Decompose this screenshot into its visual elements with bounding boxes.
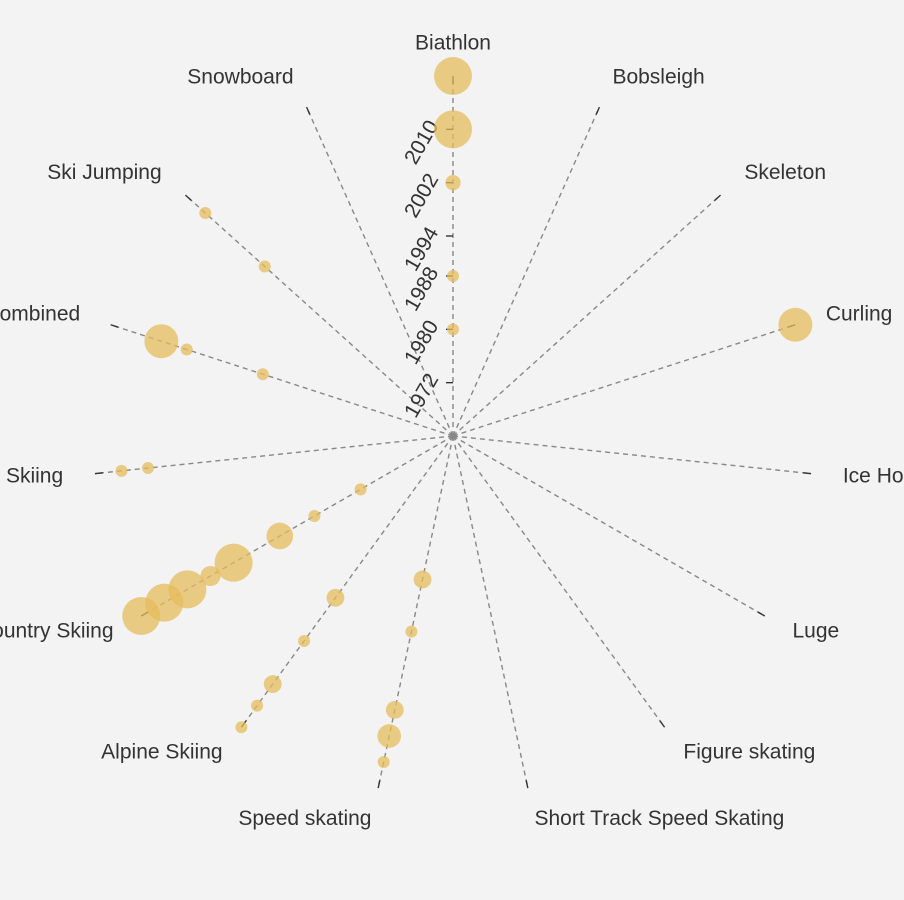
bubble-biathlon-2010 <box>434 110 472 149</box>
bubble-alpine-skiing-1994 <box>326 588 345 607</box>
bubbles-layer <box>115 57 813 769</box>
spoke-snowboard <box>305 106 454 437</box>
bubble-curling-2018 <box>778 307 813 342</box>
spoke-end-luge <box>757 611 766 617</box>
sport-label-freestyle-skiing: Freestyle Skiing <box>0 465 63 488</box>
bubble-speed-skating-2010 <box>377 724 402 748</box>
spoke-end-freestyle-skiing <box>94 472 104 475</box>
bubble-biathlon-2002 <box>445 175 461 191</box>
spoke-end-ice-hockey <box>802 472 812 475</box>
spoke-luge <box>452 435 766 617</box>
spoke-skeleton <box>452 194 722 437</box>
year-label-1972: 1972 <box>400 370 443 422</box>
sport-label-curling: Curling <box>826 302 893 325</box>
bubble-cross-country-skiing-2002 <box>214 543 253 582</box>
spoke-freestyle-skiing <box>94 435 454 475</box>
bubble-speed-skating-2006 <box>385 700 404 719</box>
bubble-cross-country-skiing-1994 <box>266 522 294 550</box>
bubble-freestyle-skiing-2010 <box>142 462 155 475</box>
sport-label-alpine-skiing: Alpine Skiing <box>101 741 222 764</box>
bubble-nordic-combined-1994 <box>256 368 269 381</box>
sport-label-biathlon: Biathlon <box>415 32 491 55</box>
sport-label-skeleton: Skeleton <box>744 161 826 184</box>
spoke-end-snowboard <box>305 106 311 115</box>
spoke-end-figure-skating <box>659 720 666 728</box>
spoke-end-ski-jumping <box>184 194 192 201</box>
spoke-end-skeleton <box>714 194 722 201</box>
spoke-end-nordic-combined <box>110 324 119 328</box>
sport-label-nordic-combined: Nordic Combined <box>0 302 80 325</box>
sport-label-snowboard: Snowboard <box>187 65 293 88</box>
bubble-alpine-skiing-2002 <box>298 634 311 647</box>
bubble-freestyle-skiing-2014 <box>115 464 128 477</box>
bubble-cross-country-skiing-2006 <box>200 566 221 586</box>
bubble-biathlon-1988 <box>447 270 459 282</box>
bubble-ski-jumping-2014 <box>199 206 212 219</box>
bubble-speed-skating-1994 <box>405 625 418 638</box>
sport-label-bobsleigh: Bobsleigh <box>612 65 704 88</box>
year-label-1980: 1980 <box>400 316 443 368</box>
year-label-2002: 2002 <box>400 170 443 222</box>
bubble-cross-country-skiing-1980 <box>354 483 367 496</box>
sport-label-luge: Luge <box>792 620 839 643</box>
sport-label-ice-hockey: Ice Hockey <box>843 465 904 488</box>
spoke-ice-hockey <box>452 435 812 475</box>
bubble-speed-skating-1986 <box>413 570 432 589</box>
sport-label-ski-jumping: Ski Jumping <box>47 161 161 184</box>
bubble-cross-country-skiing-2018 <box>122 597 161 635</box>
sport-label-cross-country-skiing: Cross Country Skiing <box>0 620 114 643</box>
bubble-speed-skating-2014 <box>377 756 390 769</box>
bubble-alpine-skiing-2010 <box>263 675 282 694</box>
bubble-nordic-combined-2006 <box>180 343 193 356</box>
sport-label-figure-skating: Figure skating <box>683 741 815 764</box>
bubble-alpine-skiing-2014 <box>251 699 264 712</box>
sport-label-speed-skating: Speed skating <box>238 807 371 830</box>
bubble-biathlon-1980 <box>447 323 459 336</box>
spoke-curling <box>452 324 796 437</box>
spoke-ski-jumping <box>184 194 454 437</box>
sport-label-short-track-speed-skating: Short Track Speed Skating <box>535 807 785 830</box>
spoke-figure-skating <box>452 435 666 728</box>
bubble-biathlon-2018 <box>434 57 472 95</box>
bubble-ski-jumping-2002 <box>258 260 271 273</box>
bubble-alpine-skiing-2018 <box>235 721 248 734</box>
spoke-end-short-track-speed-skating <box>525 780 529 789</box>
bubble-nordic-combined-2010 <box>144 324 179 359</box>
year-label-1994: 1994 <box>400 223 443 275</box>
spoke-end-speed-skating <box>377 780 381 789</box>
bubble-cross-country-skiing-1988 <box>308 510 321 522</box>
spoke-end-bobsleigh <box>595 106 601 115</box>
spoke-bobsleigh <box>452 106 601 437</box>
sport-labels: Biathlon Bobsleigh Skeleton Curling Ice Hock… <box>0 32 904 830</box>
spoke-short-track-speed-skating <box>452 435 529 789</box>
